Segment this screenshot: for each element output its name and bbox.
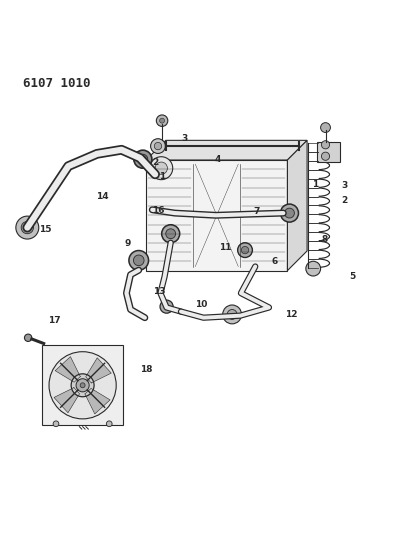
Polygon shape [54,387,80,413]
Text: 3: 3 [181,134,187,143]
Polygon shape [85,389,110,414]
Text: 13: 13 [153,287,166,296]
Text: 4: 4 [215,155,221,164]
Circle shape [106,421,112,426]
Text: 7: 7 [254,207,260,216]
Circle shape [53,421,59,426]
Text: 2: 2 [342,197,348,205]
Circle shape [156,115,168,126]
Circle shape [138,154,148,164]
Circle shape [227,310,237,319]
Circle shape [238,243,252,257]
Text: 2: 2 [152,158,159,167]
Polygon shape [146,140,307,160]
Circle shape [76,379,89,392]
Text: 12: 12 [285,310,298,319]
Text: 15: 15 [39,225,51,234]
Text: 8: 8 [322,235,328,244]
Circle shape [306,261,321,276]
Circle shape [16,216,39,239]
Circle shape [80,383,85,387]
Bar [42,345,123,425]
Circle shape [321,123,330,133]
Circle shape [49,352,116,419]
Circle shape [321,141,330,149]
Text: 14: 14 [96,191,109,200]
Circle shape [280,204,298,222]
Polygon shape [287,140,307,271]
Text: 6107 1010: 6107 1010 [23,77,91,90]
Circle shape [21,221,33,234]
Polygon shape [86,358,111,383]
Circle shape [162,225,180,243]
Text: 10: 10 [195,300,208,309]
Circle shape [154,142,162,150]
Text: 17: 17 [48,316,61,325]
Circle shape [150,139,165,154]
Text: 18: 18 [140,365,152,374]
Circle shape [71,374,94,397]
Circle shape [129,251,148,270]
Bar [146,160,287,271]
Text: 16: 16 [152,206,165,215]
Text: 6: 6 [271,257,277,266]
Circle shape [160,300,173,313]
Text: 1: 1 [312,180,319,189]
Polygon shape [55,357,80,382]
Circle shape [134,255,144,265]
Circle shape [284,208,294,218]
Text: 11: 11 [219,243,231,252]
Circle shape [321,152,330,160]
Text: 1: 1 [159,172,166,181]
Circle shape [24,334,32,342]
Circle shape [166,229,175,239]
Circle shape [150,157,173,180]
Text: 5: 5 [349,272,355,281]
Circle shape [155,162,167,174]
Circle shape [134,150,152,168]
Text: 9: 9 [125,239,131,248]
Bar [317,142,340,163]
Circle shape [223,305,242,324]
Circle shape [159,118,164,123]
Text: 3: 3 [342,181,348,190]
Circle shape [241,246,249,254]
